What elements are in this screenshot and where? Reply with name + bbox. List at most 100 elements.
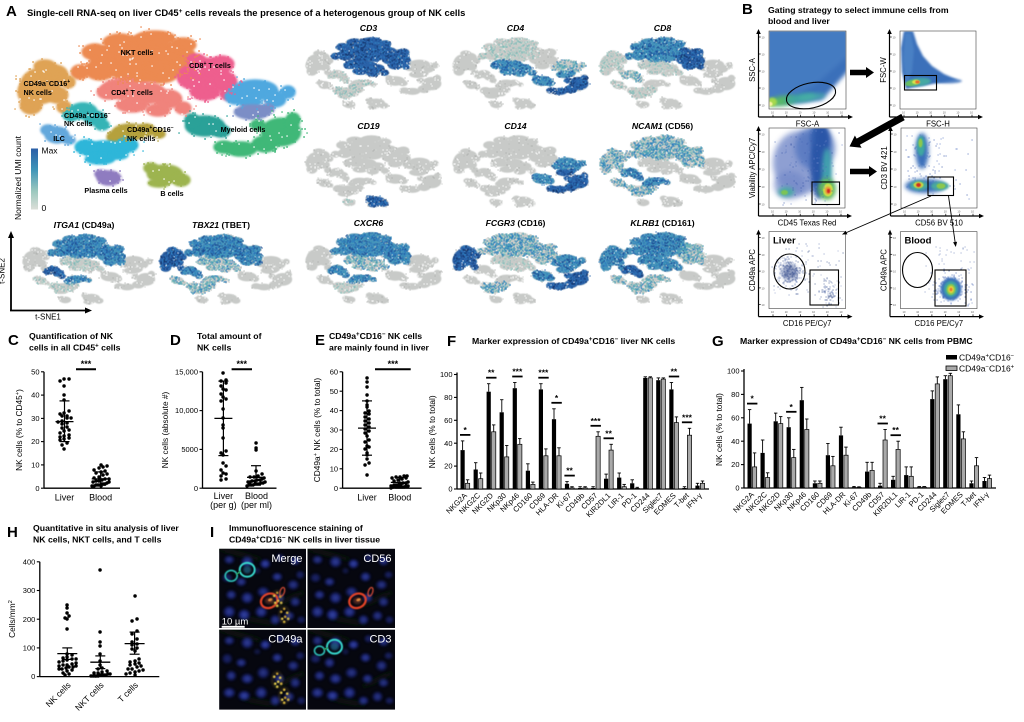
svg-text:CD49a−​CD16+​: CD49a−​CD16+​ <box>959 364 1015 374</box>
svg-text:NCAM1 (CD56): NCAM1 (CD56) <box>632 121 693 131</box>
svg-text:**: ** <box>879 414 886 424</box>
svg-text:F: F <box>447 333 456 350</box>
svg-text:**: ** <box>605 428 612 438</box>
svg-text:10: 10 <box>762 286 765 290</box>
svg-text:D: D <box>170 332 181 349</box>
svg-text:Myeloid cells: Myeloid cells <box>221 125 266 134</box>
svg-text:10: 10 <box>944 310 947 314</box>
svg-text:10: 10 <box>930 210 933 214</box>
svg-text:**: ** <box>892 425 899 435</box>
svg-text:10: 10 <box>894 185 897 189</box>
svg-text:**: ** <box>671 367 678 377</box>
svg-text:CD3: CD3 <box>360 23 378 33</box>
svg-text:CD49a APC: CD49a APC <box>880 249 889 291</box>
svg-text:Blood: Blood <box>89 493 112 503</box>
svg-text:100: 100 <box>727 367 740 376</box>
svg-text:10: 10 <box>894 168 897 172</box>
svg-text:***: *** <box>388 359 399 369</box>
svg-text:FSC-A: FSC-A <box>796 120 820 129</box>
svg-text:10: 10 <box>903 210 906 214</box>
svg-text:ITGA1 (CD49a): ITGA1 (CD49a) <box>54 220 115 230</box>
svg-text:10: 10 <box>762 70 765 74</box>
svg-text:Viability APC/Cy7: Viability APC/Cy7 <box>748 138 757 199</box>
svg-text:10: 10 <box>785 111 788 115</box>
svg-text:10: 10 <box>957 210 960 214</box>
svg-text:0: 0 <box>448 485 452 494</box>
svg-text:CD4: CD4 <box>507 23 525 33</box>
svg-text:10 µm: 10 µm <box>222 616 249 627</box>
svg-text:50: 50 <box>330 387 338 396</box>
svg-text:blood and liver: blood and liver <box>768 16 830 26</box>
svg-text:10: 10 <box>917 210 920 214</box>
svg-text:CD56: CD56 <box>363 553 391 565</box>
svg-text:40: 40 <box>731 437 739 446</box>
svg-text:10: 10 <box>762 150 765 154</box>
svg-text:10: 10 <box>943 111 946 115</box>
svg-text:(per g): (per g) <box>210 500 237 510</box>
svg-text:Normalized UMI count: Normalized UMI count <box>13 135 23 220</box>
svg-text:10: 10 <box>944 210 947 214</box>
svg-text:cells in all CD45+​ cells: cells in all CD45+​ cells <box>29 343 121 353</box>
svg-text:200: 200 <box>23 615 36 624</box>
svg-text:CD49a−​CD16+​: CD49a−​CD16+​ <box>24 79 71 88</box>
svg-text:10: 10 <box>916 310 919 314</box>
svg-text:20: 20 <box>731 460 739 469</box>
svg-text:***: *** <box>81 359 92 369</box>
svg-text:Marker expression of CD49a+​CD: Marker expression of CD49a+​CD16−​ liver… <box>472 336 675 346</box>
svg-text:CD16 PE/Cy7: CD16 PE/Cy7 <box>783 319 832 328</box>
svg-text:CD8+​ T cells: CD8+​ T cells <box>189 61 231 70</box>
svg-text:**: ** <box>566 466 573 476</box>
svg-text:t-SNE1: t-SNE1 <box>35 313 61 322</box>
svg-text:10: 10 <box>31 461 39 470</box>
svg-text:Cells/mm2​: Cells/mm2​ <box>7 600 17 638</box>
svg-text:H: H <box>7 524 18 541</box>
svg-text:Blood: Blood <box>388 493 411 503</box>
svg-text:10: 10 <box>893 70 896 74</box>
svg-text:E: E <box>315 332 325 349</box>
svg-text:0: 0 <box>31 672 35 681</box>
svg-text:CD45 Texas Red: CD45 Texas Red <box>778 219 837 228</box>
svg-text:10: 10 <box>762 87 765 91</box>
svg-text:B cells: B cells <box>160 189 183 198</box>
svg-text:10: 10 <box>785 210 788 214</box>
svg-text:CD49a+​CD16−​: CD49a+​CD16−​ <box>127 125 174 134</box>
svg-text:B: B <box>742 1 753 18</box>
svg-text:10: 10 <box>957 310 960 314</box>
svg-text:100: 100 <box>23 644 36 653</box>
svg-text:NK cells: NK cells <box>64 119 92 128</box>
svg-text:I: I <box>210 524 214 541</box>
svg-text:t-SNE2: t-SNE2 <box>0 258 7 284</box>
svg-text:Liver: Liver <box>773 236 796 247</box>
svg-text:Blood: Blood <box>905 236 932 247</box>
svg-text:***: *** <box>682 412 693 422</box>
svg-text:0: 0 <box>35 484 39 493</box>
svg-text:0: 0 <box>735 484 739 493</box>
svg-text:10: 10 <box>929 111 932 115</box>
svg-text:FSC-H: FSC-H <box>926 120 950 129</box>
svg-text:CD19: CD19 <box>357 121 379 131</box>
svg-text:10: 10 <box>970 111 973 115</box>
svg-text:30: 30 <box>31 414 39 423</box>
svg-text:10: 10 <box>893 104 896 108</box>
svg-text:CXCR6: CXCR6 <box>354 218 384 228</box>
svg-text:***: *** <box>237 359 248 369</box>
svg-text:10: 10 <box>762 133 765 137</box>
svg-text:10: 10 <box>894 133 897 137</box>
svg-text:***: *** <box>538 368 549 378</box>
svg-text:CD8: CD8 <box>654 23 672 33</box>
svg-text:CD16 PE/Cy7: CD16 PE/Cy7 <box>915 319 964 328</box>
svg-text:10: 10 <box>762 270 765 274</box>
svg-text:10: 10 <box>798 310 801 314</box>
svg-text:CD3 BV 421: CD3 BV 421 <box>880 146 889 189</box>
svg-text:10: 10 <box>826 111 829 115</box>
svg-text:10: 10 <box>893 87 896 91</box>
svg-text:Blood: Blood <box>245 491 268 501</box>
svg-text:10: 10 <box>762 185 765 189</box>
svg-text:Single-cell RNA-seq on liver C: Single-cell RNA-seq on liver CD45+​ cell… <box>27 7 465 18</box>
svg-text:NK cells: NK cells <box>127 134 155 143</box>
svg-text:CD49a+​CD16−​: CD49a+​CD16−​ <box>64 111 111 120</box>
svg-text:Quantification of NK: Quantification of NK <box>29 331 114 341</box>
svg-text:TBX21 (TBET): TBX21 (TBET) <box>192 220 250 230</box>
svg-text:10: 10 <box>903 310 906 314</box>
svg-text:10: 10 <box>839 210 842 214</box>
